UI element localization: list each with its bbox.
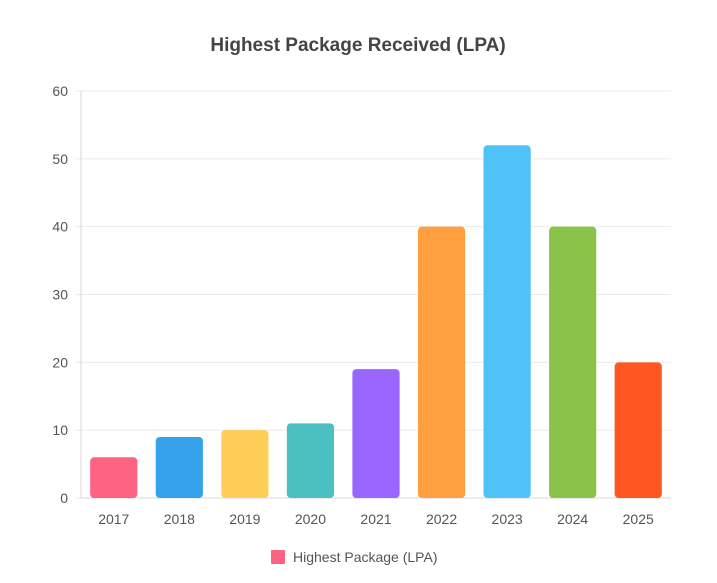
- x-tick-label: 2020: [295, 511, 326, 527]
- x-tick-label: 2024: [557, 511, 588, 527]
- x-tick-label: 2025: [623, 511, 654, 527]
- bar-2019[interactable]: [221, 430, 269, 498]
- chart-title: Highest Package Received (LPA): [210, 35, 505, 56]
- x-tick-label: 2017: [98, 511, 129, 527]
- x-tick-label: 2023: [492, 511, 523, 527]
- x-tick-label: 2019: [229, 511, 260, 527]
- bar-2017[interactable]: [90, 457, 138, 498]
- bars: [90, 145, 662, 498]
- y-tick-label: 20: [52, 354, 68, 370]
- bar-2021[interactable]: [352, 369, 400, 498]
- bar-2022[interactable]: [417, 226, 466, 498]
- y-tick-label: 10: [52, 422, 68, 438]
- y-tick-label: 50: [52, 151, 68, 167]
- x-axis-ticks: 2017 2018 2019 2020 2021 2022 2023 2024 2025: [98, 511, 654, 527]
- legend-swatch: [271, 550, 285, 564]
- y-axis-ticks: 0 10 20 30 40 50 60: [52, 83, 68, 506]
- legend-label: Highest Package (LPA): [293, 549, 437, 565]
- bar-2020[interactable]: [286, 423, 335, 498]
- x-tick-label: 2021: [360, 511, 391, 527]
- y-tick-label: 60: [52, 83, 68, 99]
- bar-2025[interactable]: [614, 362, 662, 498]
- y-tick-label: 0: [60, 490, 68, 506]
- x-tick-label: 2018: [164, 511, 195, 527]
- bar-2023[interactable]: [483, 145, 531, 498]
- bar-2024[interactable]: [549, 226, 597, 498]
- y-tick-label: 40: [52, 219, 68, 235]
- x-tick-label: 2022: [426, 511, 457, 527]
- y-tick-label: 30: [52, 287, 68, 303]
- legend[interactable]: Highest Package (LPA): [271, 549, 437, 565]
- bar-2018[interactable]: [155, 436, 203, 498]
